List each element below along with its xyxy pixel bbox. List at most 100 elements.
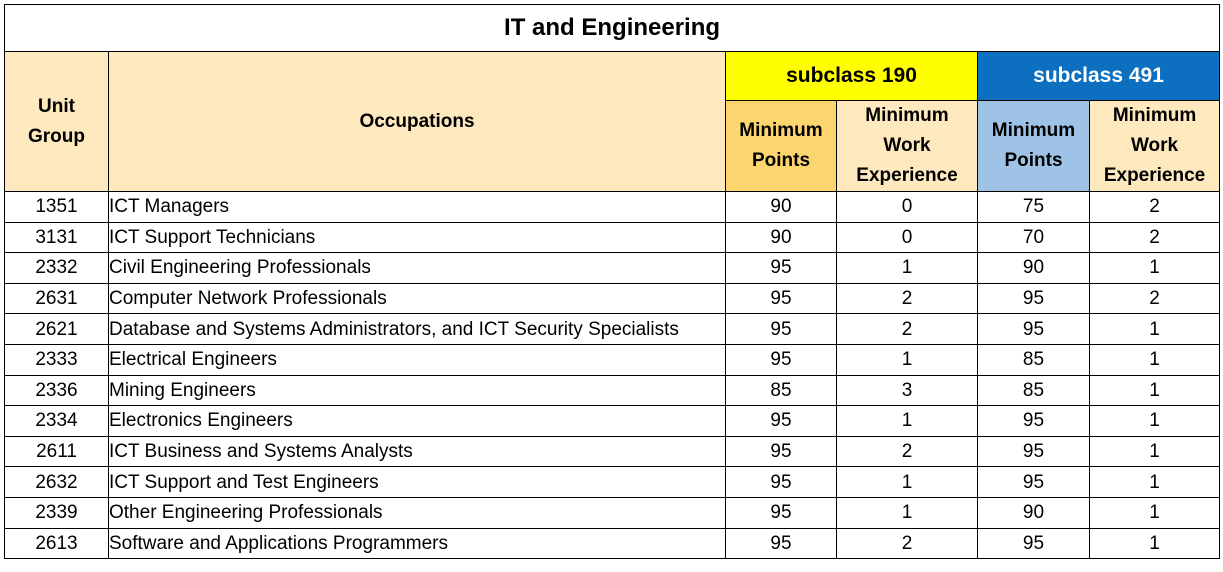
table-row: 2613 Software and Applications Programme… (4, 527, 1221, 560)
work-491-cell: 1 (1088, 313, 1221, 345)
points-190-cell: 95 (725, 282, 837, 315)
unit-group-header-line2: Group (28, 125, 85, 147)
work-190-cell: 1 (836, 343, 978, 376)
table-row: 2333 Electrical Engineers 95 1 85 1 (4, 343, 1221, 376)
occupation-cell: Database and Systems Administrators, and… (108, 313, 726, 345)
subclass-491-header: subclass 491 (976, 51, 1221, 101)
min-work-190-line2: Work (883, 135, 931, 156)
unit-group-cell: 2334 (4, 405, 109, 437)
occupation-cell: Electronics Engineers (108, 405, 726, 437)
work-190-cell: 1 (836, 496, 978, 529)
table-row: 2611 ICT Business and Systems Analysts 9… (4, 435, 1221, 468)
subclass-190-header: subclass 190 (725, 51, 978, 101)
table-row: 2336 Mining Engineers 85 3 85 1 (4, 374, 1221, 407)
occupation-table: IT and Engineering Unit Group Occupation… (3, 4, 1221, 560)
points-190-cell: 90 (725, 221, 837, 254)
work-491-cell: 1 (1088, 466, 1221, 498)
work-190-cell: 0 (836, 221, 978, 254)
occupation-cell: ICT Business and Systems Analysts (108, 435, 726, 468)
points-491-cell: 90 (977, 496, 1090, 529)
points-190-cell: 95 (725, 466, 837, 498)
min-work-491-line2: Work (1130, 135, 1179, 156)
occupation-cell: ICT Managers (108, 191, 726, 223)
work-491-cell: 1 (1088, 374, 1221, 407)
unit-group-cell: 2613 (4, 527, 109, 560)
work-190-cell: 2 (836, 282, 978, 315)
points-190-cell: 90 (725, 191, 837, 223)
points-491-cell: 70 (977, 221, 1090, 254)
table-row: 2332 Civil Engineering Professionals 95 … (4, 252, 1221, 284)
work-491-cell: 1 (1088, 252, 1221, 284)
occupations-header: Occupations (108, 51, 726, 192)
work-190-cell: 1 (836, 405, 978, 437)
occupation-cell: Other Engineering Professionals (108, 496, 726, 529)
points-190-cell: 85 (725, 374, 837, 407)
points-190-cell: 95 (725, 252, 837, 284)
work-190-cell: 2 (836, 527, 978, 560)
work-491-cell: 2 (1088, 221, 1221, 254)
occupation-cell: ICT Support Technicians (108, 221, 726, 254)
min-points-190-line1: Minimum (739, 120, 823, 141)
unit-group-cell: 2631 (4, 282, 109, 315)
work-190-cell: 1 (836, 252, 978, 284)
min-work-190-header: Minimum Work Experience (836, 100, 978, 192)
occupation-cell: Civil Engineering Professionals (108, 252, 726, 284)
points-190-cell: 95 (725, 435, 837, 468)
points-491-cell: 95 (977, 405, 1090, 437)
work-190-cell: 2 (836, 313, 978, 345)
table-row: 2334 Electronics Engineers 95 1 95 1 (4, 405, 1221, 437)
work-190-cell: 3 (836, 374, 978, 407)
table-row: 2339 Other Engineering Professionals 95 … (4, 496, 1221, 529)
points-190-cell: 95 (725, 527, 837, 560)
work-190-cell: 2 (836, 435, 978, 468)
occupation-cell: Software and Applications Programmers (108, 527, 726, 560)
unit-group-header-line1: Unit (38, 95, 75, 117)
work-491-cell: 1 (1088, 405, 1221, 437)
unit-group-cell: 2333 (4, 343, 109, 376)
points-491-cell: 95 (977, 282, 1090, 315)
unit-group-cell: 3131 (4, 221, 109, 254)
table-row: 1351 ICT Managers 90 0 75 2 (4, 191, 1221, 223)
work-491-cell: 1 (1088, 343, 1221, 376)
min-points-190-line2: Points (751, 150, 811, 171)
min-points-491-line2: Points (1004, 150, 1063, 171)
unit-group-cell: 1351 (4, 191, 109, 223)
unit-group-cell: 2632 (4, 466, 109, 498)
min-work-190-line1: Minimum (865, 105, 949, 126)
min-work-491-line1: Minimum (1112, 105, 1197, 126)
work-491-cell: 1 (1088, 527, 1221, 560)
points-491-cell: 95 (977, 435, 1090, 468)
min-work-190-line3: Experience (856, 165, 958, 186)
work-190-cell: 0 (836, 191, 978, 223)
table-row: 2621 Database and Systems Administrators… (4, 313, 1221, 345)
points-491-cell: 95 (977, 527, 1090, 560)
min-points-491-line1: Minimum (991, 120, 1076, 141)
points-491-cell: 95 (977, 466, 1090, 498)
points-190-cell: 95 (725, 405, 837, 437)
work-190-cell: 1 (836, 466, 978, 498)
points-190-cell: 95 (725, 496, 837, 529)
points-190-cell: 95 (725, 343, 837, 376)
points-491-cell: 95 (977, 313, 1090, 345)
unit-group-cell: 2332 (4, 252, 109, 284)
work-491-cell: 2 (1088, 191, 1221, 223)
min-points-491-header: Minimum Points (977, 100, 1090, 192)
points-491-cell: 85 (977, 374, 1090, 407)
unit-group-cell: 2339 (4, 496, 109, 529)
points-491-cell: 90 (977, 252, 1090, 284)
work-491-cell: 1 (1088, 496, 1221, 529)
occupation-cell: Mining Engineers (108, 374, 726, 407)
unit-group-cell: 2621 (4, 313, 109, 345)
occupation-cell: ICT Support and Test Engineers (108, 466, 726, 498)
table-row: 3131 ICT Support Technicians 90 0 70 2 (4, 221, 1221, 254)
min-work-491-header: Minimum Work Experience (1088, 100, 1221, 192)
table-title: IT and Engineering (3, 4, 1221, 52)
table-row: 2632 ICT Support and Test Engineers 95 1… (4, 466, 1221, 498)
points-491-cell: 75 (977, 191, 1090, 223)
table-row: 2631 Computer Network Professionals 95 2… (4, 282, 1221, 315)
unit-group-cell: 2336 (4, 374, 109, 407)
unit-group-cell: 2611 (4, 435, 109, 468)
work-491-cell: 2 (1088, 282, 1221, 315)
min-work-491-line3: Experience (1103, 165, 1206, 186)
points-491-cell: 85 (977, 343, 1090, 376)
